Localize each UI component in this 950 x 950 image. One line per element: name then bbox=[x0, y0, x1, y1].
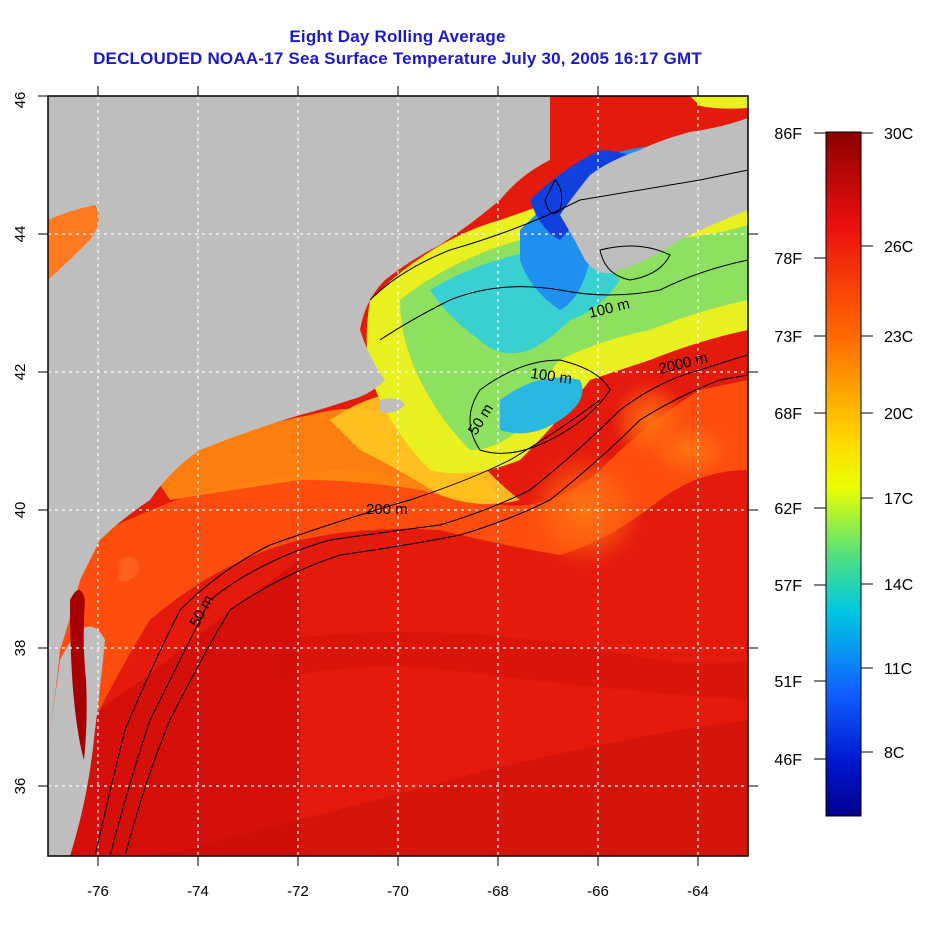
y-tick-label: 46 bbox=[12, 92, 29, 109]
x-tick-label: -76 bbox=[87, 883, 109, 900]
x-tick-label: -68 bbox=[487, 883, 509, 900]
contour-label-200m: 200 m bbox=[366, 501, 408, 518]
colorbar-ticks bbox=[814, 132, 873, 760]
colorbar-label-c: 14C bbox=[884, 577, 913, 594]
y-tick-label: 38 bbox=[12, 640, 29, 657]
x-tick-label: -72 bbox=[287, 883, 309, 900]
x-tick-label: -66 bbox=[587, 883, 609, 900]
colorbar-celsius-labels: 30C 26C 23C 20C 17C 14C 11C 8C bbox=[884, 126, 913, 762]
land-nova-scotia bbox=[48, 96, 748, 274]
colorbar-label-c: 11C bbox=[884, 661, 912, 678]
colorbar-fahrenheit-labels: 86F 78F 73F 68F 62F 57F 51F 46F bbox=[774, 126, 802, 769]
map-title-line1: Eight Day Rolling Average bbox=[289, 27, 506, 46]
y-tick-label: 36 bbox=[12, 778, 29, 795]
colorbar-label-f: 68F bbox=[774, 406, 802, 423]
axis-ticks bbox=[38, 86, 758, 866]
x-tick-labels: -76 -74 -72 -70 -68 -66 -64 bbox=[87, 883, 709, 900]
map-title-line2: DECLOUDED NOAA-17 Sea Surface Temperatur… bbox=[93, 49, 702, 68]
x-tick-label: -70 bbox=[387, 883, 409, 900]
colorbar bbox=[825, 131, 862, 817]
colorbar-label-c: 20C bbox=[884, 406, 913, 423]
colorbar-label-c: 17C bbox=[884, 491, 913, 508]
colorbar-label-f: 86F bbox=[774, 126, 802, 143]
warm-core-ring bbox=[525, 450, 645, 570]
colorbar-label-c: 23C bbox=[884, 329, 913, 346]
colorbar-label-f: 51F bbox=[774, 674, 802, 691]
chesapeake-bay bbox=[70, 590, 87, 760]
colorbar-label-c: 8C bbox=[884, 745, 904, 762]
graticule bbox=[48, 96, 748, 856]
contour-label-100m-central: 100 m bbox=[529, 365, 573, 388]
colorbar-label-c: 26C bbox=[884, 239, 913, 256]
land-new-england bbox=[48, 96, 550, 740]
y-tick-label: 40 bbox=[12, 502, 29, 519]
map-panel: 100 m 2000 m 100 m 50 m 200 m 50 m bbox=[48, 96, 748, 856]
y-tick-label: 42 bbox=[12, 364, 29, 381]
lake-patch bbox=[48, 205, 99, 280]
y-tick-label: 44 bbox=[12, 226, 29, 243]
colorbar-label-f: 73F bbox=[774, 329, 802, 346]
colorbar-label-f: 46F bbox=[774, 752, 802, 769]
delaware-bay bbox=[118, 556, 140, 582]
shelf-dark-band bbox=[48, 560, 300, 856]
x-tick-label: -64 bbox=[687, 883, 709, 900]
gulfstream-dark bbox=[160, 720, 748, 856]
bathymetry-contours bbox=[94, 169, 748, 856]
land-cape-cod bbox=[380, 398, 405, 413]
colorbar-label-f: 78F bbox=[774, 251, 802, 268]
y-tick-labels: 36 38 40 42 44 46 bbox=[12, 92, 29, 795]
colorbar-label-f: 62F bbox=[774, 501, 802, 518]
colorbar-label-c: 30C bbox=[884, 126, 913, 143]
colorbar-label-f: 57F bbox=[774, 578, 802, 595]
land-delmarva bbox=[48, 626, 105, 856]
x-tick-label: -74 bbox=[187, 883, 209, 900]
